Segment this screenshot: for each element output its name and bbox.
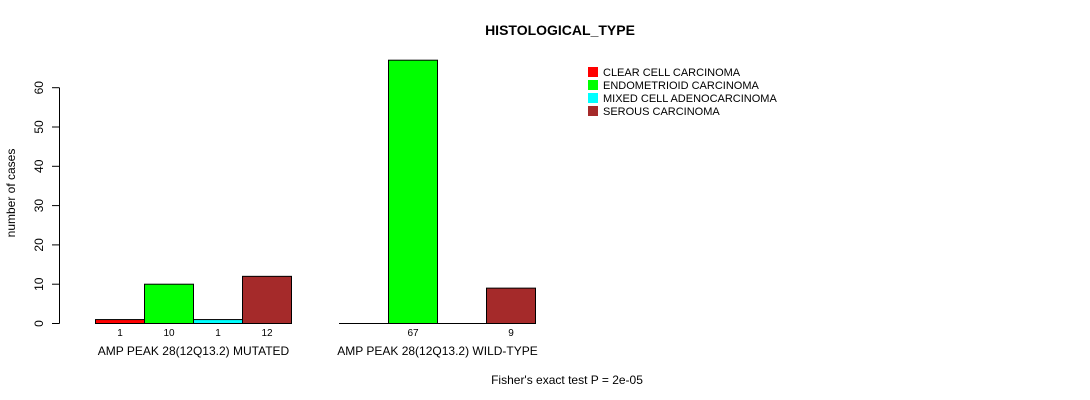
legend-swatch <box>588 80 598 90</box>
bar <box>242 275 292 324</box>
legend-swatch <box>588 67 598 77</box>
legend-label: MIXED CELL ADENOCARCINOMA <box>603 93 777 105</box>
bar-count-label: 1 <box>117 328 123 339</box>
y-tick-label: 0 <box>32 320 46 327</box>
y-tick-label: 30 <box>32 199 46 213</box>
x-axis-label: Fisher's exact test P = 2e-05 <box>491 373 643 387</box>
y-tick-label: 60 <box>32 81 46 95</box>
y-tick-label: 50 <box>32 120 46 134</box>
group-label: AMP PEAK 28(12Q13.2) MUTATED <box>98 344 290 358</box>
y-tick-label: 10 <box>32 277 46 291</box>
bar-count-label: 9 <box>508 328 514 339</box>
y-axis: 0 10 20 30 40 50 60 <box>32 81 60 327</box>
group-labels: AMP PEAK 28(12Q13.2) MUTATED AMP PEAK 28(… <box>98 344 538 358</box>
y-tick-label: 40 <box>32 159 46 173</box>
chart-title: HISTOLOGICAL_TYPE <box>485 22 635 38</box>
bar <box>486 287 536 325</box>
y-tick-label: 20 <box>32 238 46 252</box>
legend-swatch <box>588 93 598 103</box>
count-labels: 1 10 1 12 67 9 <box>117 328 514 339</box>
bar <box>144 283 194 325</box>
legend-label: ENDOMETRIOID CARCINOMA <box>603 80 760 92</box>
group-label: AMP PEAK 28(12Q13.2) WILD-TYPE <box>337 344 538 358</box>
bar-count-label: 67 <box>407 328 419 339</box>
bar-count-label: 12 <box>261 328 273 339</box>
bar-count-label: 1 <box>215 328 221 339</box>
legend-label: CLEAR CELL CARCINOMA <box>603 67 741 79</box>
bar <box>193 319 243 325</box>
legend-swatch <box>588 106 598 116</box>
legend-label: SEROUS CARCINOMA <box>603 106 720 118</box>
bar-count-label: 10 <box>163 328 175 339</box>
bar <box>388 59 438 324</box>
y-axis-label: number of cases <box>4 149 18 238</box>
bars <box>95 59 536 325</box>
bar <box>95 319 145 325</box>
